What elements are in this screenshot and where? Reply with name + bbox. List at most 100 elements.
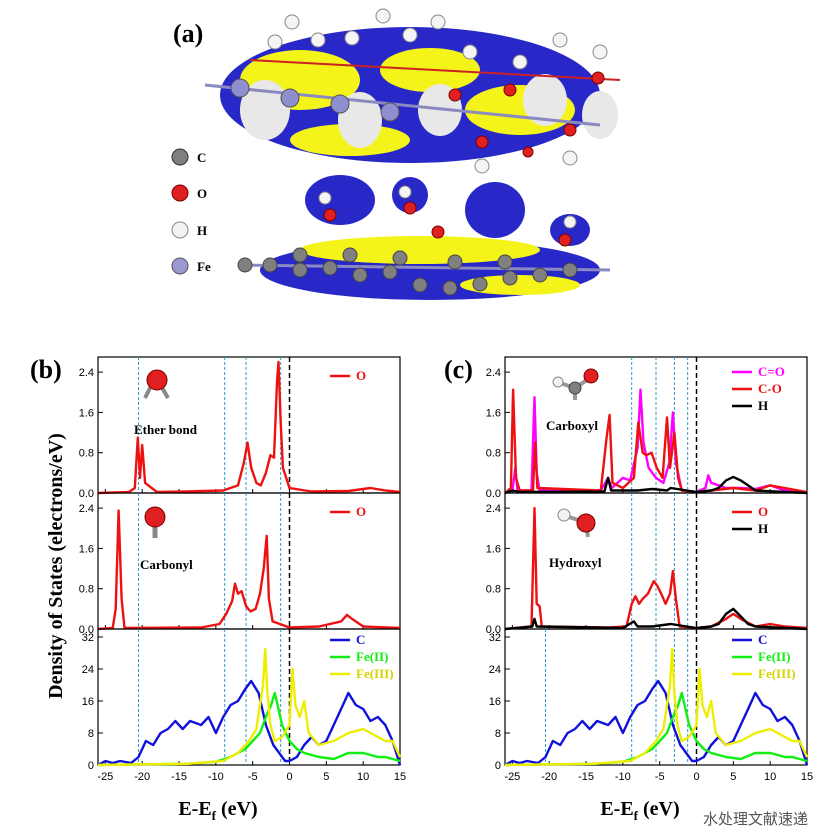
watermark-text: 水处理文献速递 [703, 810, 808, 828]
y-tick-label: 24 [82, 664, 94, 676]
y-tick-label: 0 [495, 760, 501, 772]
legend-label: Fe(III) [758, 666, 796, 681]
y-tick-label: 32 [489, 632, 501, 644]
panel-label-c: (c) [444, 355, 473, 384]
x-tick-label: 15 [394, 771, 406, 783]
y-tick-label: 1.6 [79, 407, 94, 419]
y-tick-label: 1.6 [486, 543, 501, 555]
legend-label: Fe(III) [356, 666, 394, 681]
y-tick-label: 2.4 [79, 367, 94, 379]
dos-plot-b-mid: 0.0 0.8 1.6 2.4 O Carbonyl [79, 492, 401, 636]
x-tick-label: 0 [693, 771, 699, 783]
atom-legend-label: C [197, 150, 206, 165]
series-line-O [97, 509, 401, 631]
y-tick-label: 0.8 [79, 448, 94, 460]
panel-label-a: (a) [173, 19, 203, 48]
y-tick-label: 0.8 [486, 584, 501, 596]
series-line-Fe(III) [504, 647, 809, 767]
x-tick-label: -10 [208, 771, 224, 783]
series-line-O [504, 506, 808, 631]
x-axis-title-right: E-Ef (eV) [600, 798, 679, 823]
dos-charts: 0.0 0.8 1.6 2.4 O Ether bond 0.0 0.8 1.6 2.4 O Carb… [79, 356, 813, 783]
series-line-H [504, 607, 808, 631]
legend-label: C-O [758, 381, 782, 396]
y-tick-label: 0.8 [79, 584, 94, 596]
carbon-atom-icon [171, 148, 189, 166]
legend-label: Fe(II) [758, 649, 791, 664]
y-tick-label: 2.4 [79, 503, 94, 515]
series-line-C [504, 679, 809, 767]
x-tick-label: -5 [248, 771, 258, 783]
carboxyl-molecule-icon [552, 368, 599, 400]
y-tick-label: 0.0 [486, 488, 501, 500]
x-tick-label: 15 [801, 771, 813, 783]
hydroxyl-molecule-icon [557, 508, 596, 538]
panel-label-b: (b) [30, 355, 62, 384]
x-tick-label: -20 [134, 771, 150, 783]
y-tick-label: 0.0 [79, 624, 94, 636]
x-axis-title-left: E-Ef (eV) [178, 798, 257, 823]
legend-label: C [356, 632, 365, 647]
atom-legend-label: Fe [197, 259, 211, 274]
legend-label: Fe(II) [356, 649, 389, 664]
lower-layer-isosurface [237, 175, 611, 300]
carbonyl-molecule-icon [144, 506, 166, 538]
y-axis-title: Density of States (electrons/eV) [45, 433, 67, 699]
y-tick-label: 0.8 [486, 448, 501, 460]
x-tick-label: 5 [323, 771, 329, 783]
x-tick-label: 0 [286, 771, 292, 783]
x-tick-label: 10 [764, 771, 776, 783]
y-tick-label: 2.4 [486, 503, 501, 515]
legend-label: O [356, 504, 366, 519]
x-tick-label: -25 [97, 771, 113, 783]
atom-legend-item: Fe [171, 257, 211, 275]
y-tick-label: 8 [88, 728, 94, 740]
y-tick-label: 1.6 [79, 543, 94, 555]
molecule-label: Hydroxyl [549, 555, 602, 570]
y-tick-label: 8 [495, 728, 501, 740]
legend-label: C [758, 632, 767, 647]
x-tick-label: 5 [730, 771, 736, 783]
atom-legend-item: C [171, 148, 206, 166]
atom-legend: C O H Fe [171, 148, 211, 275]
atom-legend-label: H [197, 223, 207, 238]
dos-plot-b-top: 0.0 0.8 1.6 2.4 O Ether bond [79, 356, 401, 500]
x-tick-label: -20 [541, 771, 557, 783]
x-tick-label: -15 [171, 771, 187, 783]
atom-legend-item: H [171, 221, 207, 239]
series-line-C=O [504, 388, 808, 495]
hydrogen-atom-icon [171, 221, 189, 239]
x-tick-label: 10 [357, 771, 369, 783]
series-line-C [97, 679, 402, 767]
oxygen-atom-icon [171, 184, 189, 202]
dos-plot-b-bot: 0 8 16 24 32 -25 -20 -15 -10 -5 0 5 10 15 C Fe(II) Fe(II… [82, 628, 406, 783]
dos-plot-c-bot: 0 8 16 24 32 -25 -20 -15 -10 -5 0 5 10 15 C Fe(II) Fe(II… [489, 628, 813, 783]
ether-molecule-icon [143, 369, 170, 399]
legend-label: H [758, 521, 768, 536]
molecule-label: Ether bond [134, 422, 198, 437]
upper-layer-isosurface [204, 8, 621, 174]
y-tick-label: 2.4 [486, 367, 501, 379]
x-tick-label: -10 [615, 771, 631, 783]
y-tick-label: 32 [82, 632, 94, 644]
series-line-Fe(III) [97, 647, 402, 767]
series-line-O [97, 360, 401, 495]
x-tick-label: -15 [578, 771, 594, 783]
y-tick-label: 24 [489, 664, 501, 676]
legend-label: H [758, 398, 768, 413]
y-tick-label: 16 [489, 696, 501, 708]
x-tick-label: -25 [504, 771, 520, 783]
legend-label: C=O [758, 364, 785, 379]
y-tick-label: 0 [88, 760, 94, 772]
x-tick-label: -5 [655, 771, 665, 783]
molecule-label: Carboxyl [546, 418, 598, 433]
panel-a-structure: (a) [171, 8, 621, 300]
series-line-H [504, 475, 808, 495]
y-tick-label: 1.6 [486, 407, 501, 419]
molecule-label: Carbonyl [140, 557, 193, 572]
y-tick-label: 0.0 [486, 624, 501, 636]
legend-label: O [356, 368, 366, 383]
atom-legend-item: O [171, 184, 207, 202]
dos-plot-c-mid: 0.0 0.8 1.6 2.4 OH Hydroxyl [486, 492, 808, 636]
